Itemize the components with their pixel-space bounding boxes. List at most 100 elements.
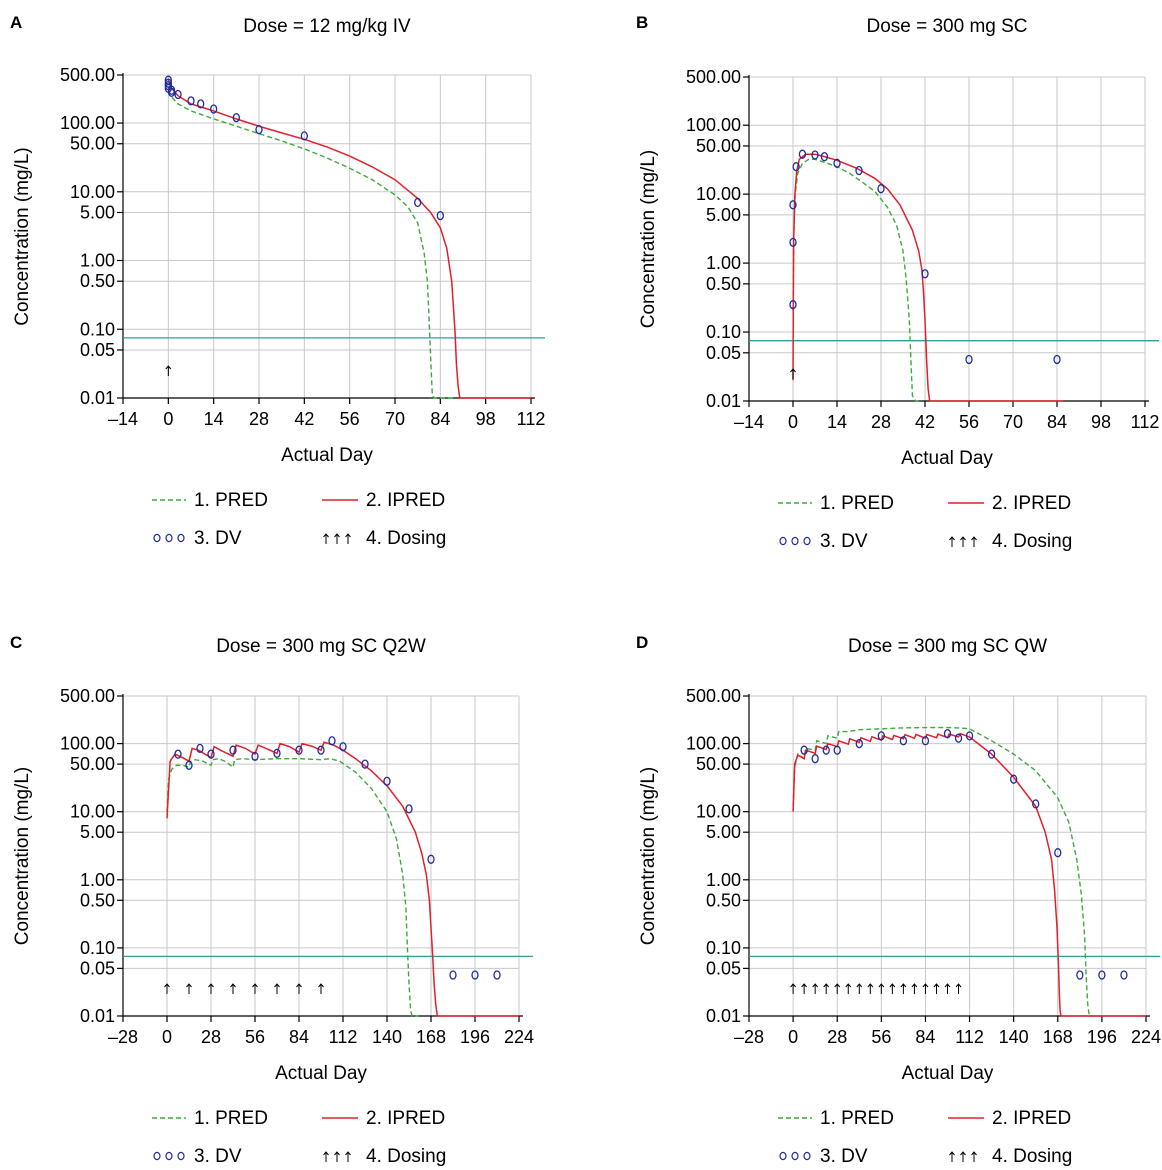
x-tick-label: 0 bbox=[163, 409, 173, 429]
legend-swatch-dosing bbox=[960, 1151, 966, 1162]
chart-title: Dose = 300 mg SC Q2W bbox=[216, 636, 426, 657]
dv-point bbox=[811, 754, 819, 764]
series-line-ipred bbox=[167, 79, 531, 399]
dv-point bbox=[210, 104, 218, 114]
dosing-arrow bbox=[801, 983, 808, 994]
dosing-arrow bbox=[164, 983, 170, 994]
y-tick-label: 50.00 bbox=[696, 754, 741, 774]
y-tick-label: 1.00 bbox=[706, 870, 741, 890]
legend-swatch-dosing bbox=[334, 533, 340, 544]
x-tick-label: 84 bbox=[430, 409, 450, 429]
y-tick-label: 10.00 bbox=[696, 802, 741, 822]
dv-point bbox=[987, 749, 996, 759]
dosing-arrow bbox=[296, 983, 302, 994]
y-tick-label: 5.00 bbox=[706, 822, 741, 842]
y-tick-label: 0.05 bbox=[706, 343, 741, 363]
x-tick-label: 28 bbox=[249, 409, 269, 429]
x-tick-label: 14 bbox=[827, 412, 847, 432]
y-tick-label: 0.05 bbox=[80, 340, 115, 360]
dosing-arrow bbox=[856, 983, 863, 994]
y-tick-label: 10.00 bbox=[70, 802, 115, 822]
legend-label-dosing: 4. Dosing bbox=[366, 528, 446, 549]
legend-swatch-dosing bbox=[960, 536, 966, 547]
panel-letter: C bbox=[10, 633, 22, 652]
x-tick-label: 42 bbox=[294, 409, 314, 429]
y-tick-label: 0.50 bbox=[706, 274, 741, 294]
x-tick-label: 70 bbox=[1003, 412, 1023, 432]
y-tick-label: 50.00 bbox=[70, 134, 115, 154]
x-tick-label: 0 bbox=[788, 1027, 798, 1047]
y-tick-label: 0.50 bbox=[80, 890, 115, 910]
dv-point bbox=[855, 165, 863, 176]
dv-point bbox=[1053, 354, 1061, 365]
dosing-arrow bbox=[812, 983, 819, 994]
legend-swatch-dv bbox=[803, 536, 811, 546]
y-tick-label: 100.00 bbox=[60, 113, 115, 133]
y-tick-label: 500.00 bbox=[60, 65, 115, 85]
dv-point bbox=[954, 733, 963, 743]
dv-point bbox=[273, 748, 281, 758]
legend-swatch-dv bbox=[177, 533, 185, 543]
x-tick-label: 140 bbox=[999, 1027, 1029, 1047]
dv-point bbox=[822, 745, 830, 755]
dv-point bbox=[174, 89, 182, 100]
x-tick-label: 0 bbox=[162, 1027, 172, 1047]
dosing-arrow bbox=[955, 983, 962, 994]
dosing-arrow bbox=[208, 983, 214, 994]
dosing-markers bbox=[164, 983, 324, 994]
x-tick-label: 14 bbox=[204, 409, 224, 429]
chart-title: Dose = 300 mg SC QW bbox=[848, 636, 1047, 657]
legend: 1. PRED 2. IPRED 3. DV 4. Dosing bbox=[152, 490, 446, 549]
dosing-arrow bbox=[900, 983, 907, 994]
dv-point bbox=[921, 269, 929, 279]
gridlines bbox=[123, 695, 520, 1017]
dv-point bbox=[300, 131, 308, 141]
x-tick-label: 56 bbox=[959, 412, 979, 432]
dv-point bbox=[789, 237, 797, 247]
dv-point bbox=[255, 125, 263, 135]
y-tick-label: 50.00 bbox=[70, 754, 115, 774]
legend: 1. PRED 2. IPRED 3. DV 4. Dosing bbox=[152, 1108, 446, 1167]
dv-point bbox=[965, 354, 973, 365]
y-tick-label: 0.01 bbox=[80, 1006, 115, 1026]
dv-point bbox=[471, 970, 479, 980]
dv-points bbox=[789, 149, 1061, 365]
legend-label-dosing: 4. Dosing bbox=[992, 1146, 1072, 1167]
dv-point bbox=[1120, 970, 1128, 980]
dv-point bbox=[339, 742, 347, 752]
dv-point bbox=[1098, 970, 1106, 980]
x-tick-label: 112 bbox=[1131, 412, 1160, 432]
x-tick-label: 84 bbox=[1047, 412, 1067, 432]
dv-point bbox=[833, 158, 841, 168]
legend-label-dv: 3. DV bbox=[820, 1146, 868, 1167]
x-axis-label: Actual Day bbox=[902, 1063, 994, 1084]
legend-label-pred: 1. PRED bbox=[194, 1108, 268, 1129]
x-tick-label: 98 bbox=[1091, 412, 1111, 432]
y-tick-label: 500.00 bbox=[686, 686, 741, 706]
y-tick-label: 0.01 bbox=[80, 388, 115, 408]
y-tick-label: 0.50 bbox=[706, 890, 741, 910]
legend-swatch-dv bbox=[165, 533, 173, 543]
dv-point bbox=[187, 96, 195, 106]
dv-point bbox=[427, 854, 435, 864]
x-tick-label: 28 bbox=[827, 1027, 847, 1047]
dv-point bbox=[414, 197, 422, 208]
y-axis-label: Concentration (mg/L) bbox=[12, 767, 33, 945]
dv-point bbox=[295, 745, 303, 755]
dosing-arrow bbox=[823, 983, 830, 994]
x-tick-label: 168 bbox=[416, 1027, 446, 1047]
legend-swatch-dosing bbox=[949, 536, 955, 547]
x-tick-label: –28 bbox=[734, 1027, 764, 1047]
dv-point bbox=[792, 162, 800, 172]
y-tick-label: 100.00 bbox=[60, 734, 115, 754]
x-tick-label: –14 bbox=[734, 412, 764, 432]
legend-label-pred: 1. PRED bbox=[194, 490, 268, 511]
legend-label-dv: 3. DV bbox=[194, 1146, 242, 1167]
legend-label-ipred: 2. IPRED bbox=[366, 1108, 445, 1129]
dosing-markers bbox=[790, 368, 796, 379]
dv-point bbox=[833, 745, 841, 755]
y-tick-label: 0.05 bbox=[80, 958, 115, 978]
dosing-arrow bbox=[911, 983, 918, 994]
dv-point bbox=[232, 112, 240, 123]
